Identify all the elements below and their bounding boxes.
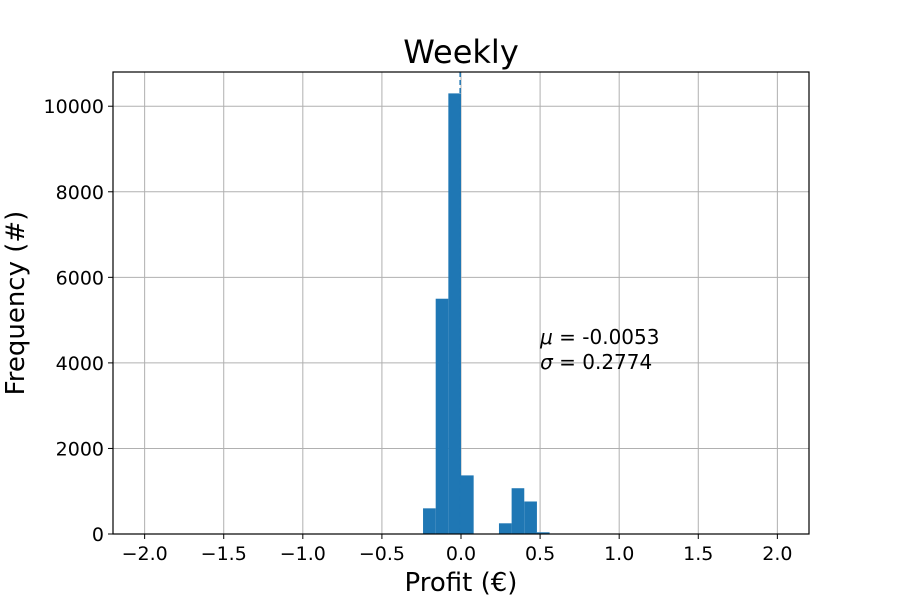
sigma-value: = 0.2774 — [553, 350, 652, 374]
y-tick-label: 10000 — [44, 96, 104, 118]
x-tick-label: 2.0 — [762, 543, 792, 565]
histogram-bar — [498, 523, 512, 534]
mu-value: = -0.0053 — [553, 325, 660, 349]
y-tick-label: 2000 — [56, 438, 104, 460]
x-tick-label: −1.5 — [201, 543, 247, 565]
chart-title: Weekly — [403, 33, 519, 71]
histogram-bar — [461, 475, 474, 534]
y-axis-label: Frequency (#) — [1, 211, 31, 396]
x-tick-label: −0.5 — [359, 543, 405, 565]
histogram-bar — [511, 488, 525, 534]
x-tick-label: 1.5 — [683, 543, 713, 565]
std-annotation: σ = 0.2774 — [540, 350, 652, 374]
x-axis-label: Profit (€) — [405, 568, 518, 598]
y-ticks: 0 2000 4000 6000 8000 10000 — [44, 96, 113, 546]
x-tick-label: 0.0 — [446, 543, 476, 565]
bars — [423, 93, 550, 534]
sigma-symbol: σ — [540, 350, 554, 374]
x-tick-label: −1.0 — [280, 543, 326, 565]
y-tick-label: 4000 — [56, 353, 104, 375]
x-ticks: −2.0 −1.5 −1.0 −0.5 0.0 0.5 1.0 1.5 2.0 — [122, 534, 792, 565]
histogram-bar — [423, 508, 436, 534]
mu-symbol: μ — [539, 325, 553, 349]
histogram-bar — [524, 501, 537, 534]
x-tick-label: −2.0 — [122, 543, 168, 565]
histogram-bar — [536, 532, 550, 534]
x-tick-label: 0.5 — [525, 543, 555, 565]
histogram-bar — [448, 93, 461, 534]
y-tick-label: 8000 — [56, 182, 104, 204]
y-tick-label: 0 — [92, 524, 104, 546]
x-tick-label: 1.0 — [604, 543, 634, 565]
histogram-bar — [435, 298, 449, 534]
mean-annotation: μ = -0.0053 — [539, 325, 659, 349]
y-tick-label: 6000 — [56, 267, 104, 289]
